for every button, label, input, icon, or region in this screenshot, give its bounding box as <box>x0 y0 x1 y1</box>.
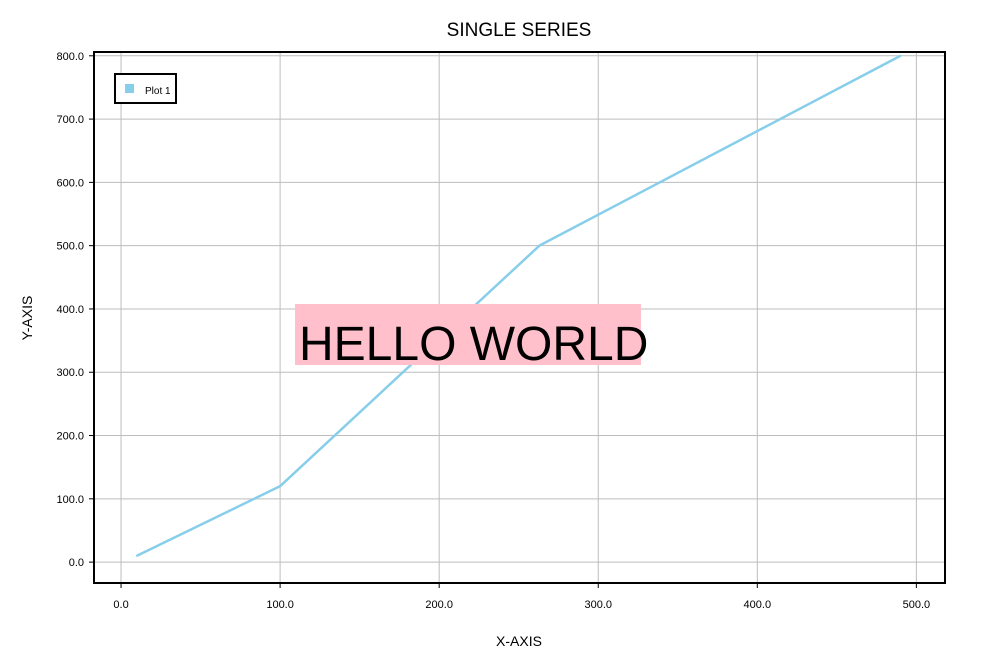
legend: Plot 1 <box>114 73 177 104</box>
annotation-text: HELLO WORLD <box>299 318 648 371</box>
y-tick-label: 200.0 <box>56 431 84 443</box>
y-tick-label: 400.0 <box>56 304 84 316</box>
y-tick-label: 100.0 <box>56 494 84 506</box>
grid <box>94 52 945 583</box>
x-tick-label: 200.0 <box>425 599 453 611</box>
data-point <box>279 485 282 488</box>
x-tick-label: 300.0 <box>584 599 612 611</box>
ticks: 0.0 100.0 200.0 300.0 400.0 500.0 0.0 100.0 200.… <box>56 51 930 611</box>
x-tick-label: 100.0 <box>266 599 294 611</box>
x-tick-label: 0.0 <box>113 599 128 611</box>
chart-title: SINGLE SERIES <box>447 20 592 41</box>
data-point <box>538 244 541 247</box>
legend-swatch <box>125 84 134 93</box>
plot-frame <box>93 51 946 584</box>
y-tick-label: 0.0 <box>69 557 84 569</box>
legend-label: Plot 1 <box>145 86 171 97</box>
y-tick-label: 600.0 <box>56 177 84 189</box>
y-tick-label: 700.0 <box>56 114 84 126</box>
y-tick-label: 300.0 <box>56 367 84 379</box>
data-point <box>899 54 902 57</box>
y-axis-label: Y-AXIS <box>19 296 35 341</box>
x-axis-label: X-AXIS <box>496 633 542 649</box>
annotation-background <box>295 304 641 365</box>
y-tick-label: 500.0 <box>56 241 84 253</box>
data-point <box>135 554 138 557</box>
x-tick-label: 500.0 <box>903 599 931 611</box>
series-layer <box>135 54 902 557</box>
y-tick-label: 800.0 <box>56 51 84 63</box>
x-tick-label: 400.0 <box>744 599 772 611</box>
annotation: HELLO WORLD <box>295 304 648 371</box>
series-line <box>136 54 902 557</box>
